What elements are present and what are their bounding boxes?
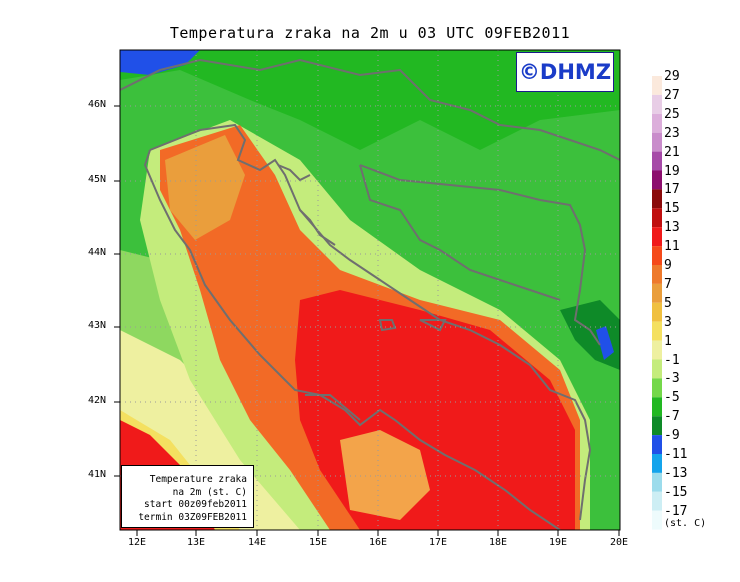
colorbar-label: -3 xyxy=(664,371,680,387)
colorbar-swatch xyxy=(652,416,662,436)
alps-cold-spot xyxy=(120,50,200,75)
map-frame xyxy=(119,49,621,531)
coastlines xyxy=(120,58,620,530)
colorbar-label: -5 xyxy=(664,390,680,406)
graticule xyxy=(120,50,620,530)
colorbar-label: 25 xyxy=(664,106,680,122)
lon-label-19e: 19E xyxy=(548,537,568,548)
colorbar-swatch xyxy=(652,170,662,190)
lat-label-44n: 44N xyxy=(88,247,107,258)
colorbar-swatch xyxy=(652,491,662,511)
colorbar-swatch xyxy=(652,76,662,95)
colorbar-swatch xyxy=(652,189,662,209)
colorbar-label: 15 xyxy=(664,201,680,217)
colorbar-label: -7 xyxy=(664,409,680,425)
colorbar-swatch xyxy=(652,302,662,322)
colorbar-swatch xyxy=(652,454,662,473)
colorbar-swatch xyxy=(652,472,662,492)
colorbar-swatch xyxy=(652,397,662,417)
colorbar xyxy=(652,76,662,530)
colorbar-label: -15 xyxy=(664,484,688,500)
axis-ticks xyxy=(114,105,620,536)
lon-label-13e: 13E xyxy=(186,537,206,548)
lon-label-20e: 20E xyxy=(609,537,629,548)
colorbar-label: 27 xyxy=(664,87,680,103)
colorbar-swatch xyxy=(652,510,662,530)
colorbar-swatch xyxy=(652,378,662,398)
colorbar-label: 7 xyxy=(664,276,672,292)
lon-label-16e: 16E xyxy=(368,537,388,548)
colorbar-swatch xyxy=(652,132,662,152)
colorbar-label: 5 xyxy=(664,295,672,311)
lat-label-42n: 42N xyxy=(88,395,107,406)
lat-label-41n: 41N xyxy=(88,469,107,480)
info-line-3: start 00z09feb2011 xyxy=(144,499,247,510)
colorbar-swatch xyxy=(652,359,662,379)
info-line-2: na 2m (st. C) xyxy=(172,486,247,498)
colorbar-label: 21 xyxy=(664,144,680,160)
lat-label-43n: 43N xyxy=(88,320,107,331)
lon-label-14e: 14E xyxy=(247,537,267,548)
lon-label-15e: 15E xyxy=(308,537,328,548)
info-line-4: termin 03Z09FEB2011 xyxy=(138,511,247,523)
colorbar-label: 11 xyxy=(664,239,680,255)
lon-label-17e: 17E xyxy=(428,537,448,548)
colorbar-swatch xyxy=(652,283,662,303)
colorbar-label: 9 xyxy=(664,258,672,273)
map-field xyxy=(120,50,620,530)
colorbar-swatch xyxy=(652,321,662,341)
colorbar-label: 13 xyxy=(664,220,680,236)
lon-label-12e: 12E xyxy=(127,537,147,548)
info-line-1: Temperature zraka xyxy=(149,474,247,485)
colorbar-swatch xyxy=(652,227,662,247)
colorbar-swatch xyxy=(652,246,662,265)
northern-adriatic xyxy=(165,135,245,240)
colorbar-label: 29 xyxy=(664,69,680,84)
dhmz-logo: ©DHMZ xyxy=(516,52,614,92)
colorbar-label: -17 xyxy=(664,503,688,519)
colorbar-label: 3 xyxy=(664,314,672,330)
colorbar-swatch xyxy=(652,340,662,360)
colorbar-swatch xyxy=(652,151,662,171)
colorbar-label: -9 xyxy=(664,428,680,444)
colorbar-label: 1 xyxy=(664,333,672,349)
lon-label-18e: 18E xyxy=(488,537,508,548)
colorbar-swatch xyxy=(652,94,662,114)
colorbar-label: -1 xyxy=(664,352,680,368)
colorbar-swatch xyxy=(652,208,662,228)
lat-label-46n: 46N xyxy=(88,99,107,110)
info-box: Temperature zraka na 2m (st. C) start 00… xyxy=(121,465,254,528)
map-title: Temperatura zraka na 2m u 03 UTC 09FEB20… xyxy=(169,24,571,42)
colorbar-swatch xyxy=(652,435,662,454)
colorbar-label: 23 xyxy=(664,125,680,141)
colorbar-swatch xyxy=(652,113,662,133)
north-cold-zone xyxy=(120,50,620,150)
colorbar-label: 19 xyxy=(664,163,680,179)
colorbar-swatch xyxy=(652,265,662,284)
colorbar-label: -11 xyxy=(664,447,688,462)
lat-label-45n: 45N xyxy=(88,174,107,185)
colorbar-unit: (st. C) xyxy=(664,518,707,529)
colorbar-label: 17 xyxy=(664,182,680,198)
colorbar-label: -13 xyxy=(664,465,688,481)
